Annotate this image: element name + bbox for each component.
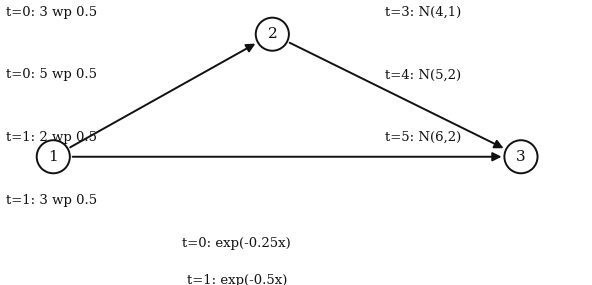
Ellipse shape (256, 18, 289, 51)
Text: t=1: 2 wp 0.5: t=1: 2 wp 0.5 (6, 131, 97, 144)
Text: t=3: N(4,1): t=3: N(4,1) (385, 6, 461, 19)
Text: 2: 2 (268, 27, 277, 41)
Text: t=0: 3 wp 0.5: t=0: 3 wp 0.5 (6, 6, 97, 19)
Ellipse shape (504, 140, 538, 173)
Text: t=5: N(6,2): t=5: N(6,2) (385, 131, 461, 144)
Text: t=0: 5 wp 0.5: t=0: 5 wp 0.5 (6, 68, 97, 82)
Ellipse shape (37, 140, 70, 173)
Text: 1: 1 (49, 150, 58, 164)
Text: t=4: N(5,2): t=4: N(5,2) (385, 68, 461, 82)
Text: t=1: 3 wp 0.5: t=1: 3 wp 0.5 (6, 194, 97, 207)
Text: t=0: exp(-0.25x): t=0: exp(-0.25x) (182, 237, 291, 250)
Text: 3: 3 (516, 150, 526, 164)
Text: t=1: exp(-0.5x): t=1: exp(-0.5x) (186, 274, 287, 285)
